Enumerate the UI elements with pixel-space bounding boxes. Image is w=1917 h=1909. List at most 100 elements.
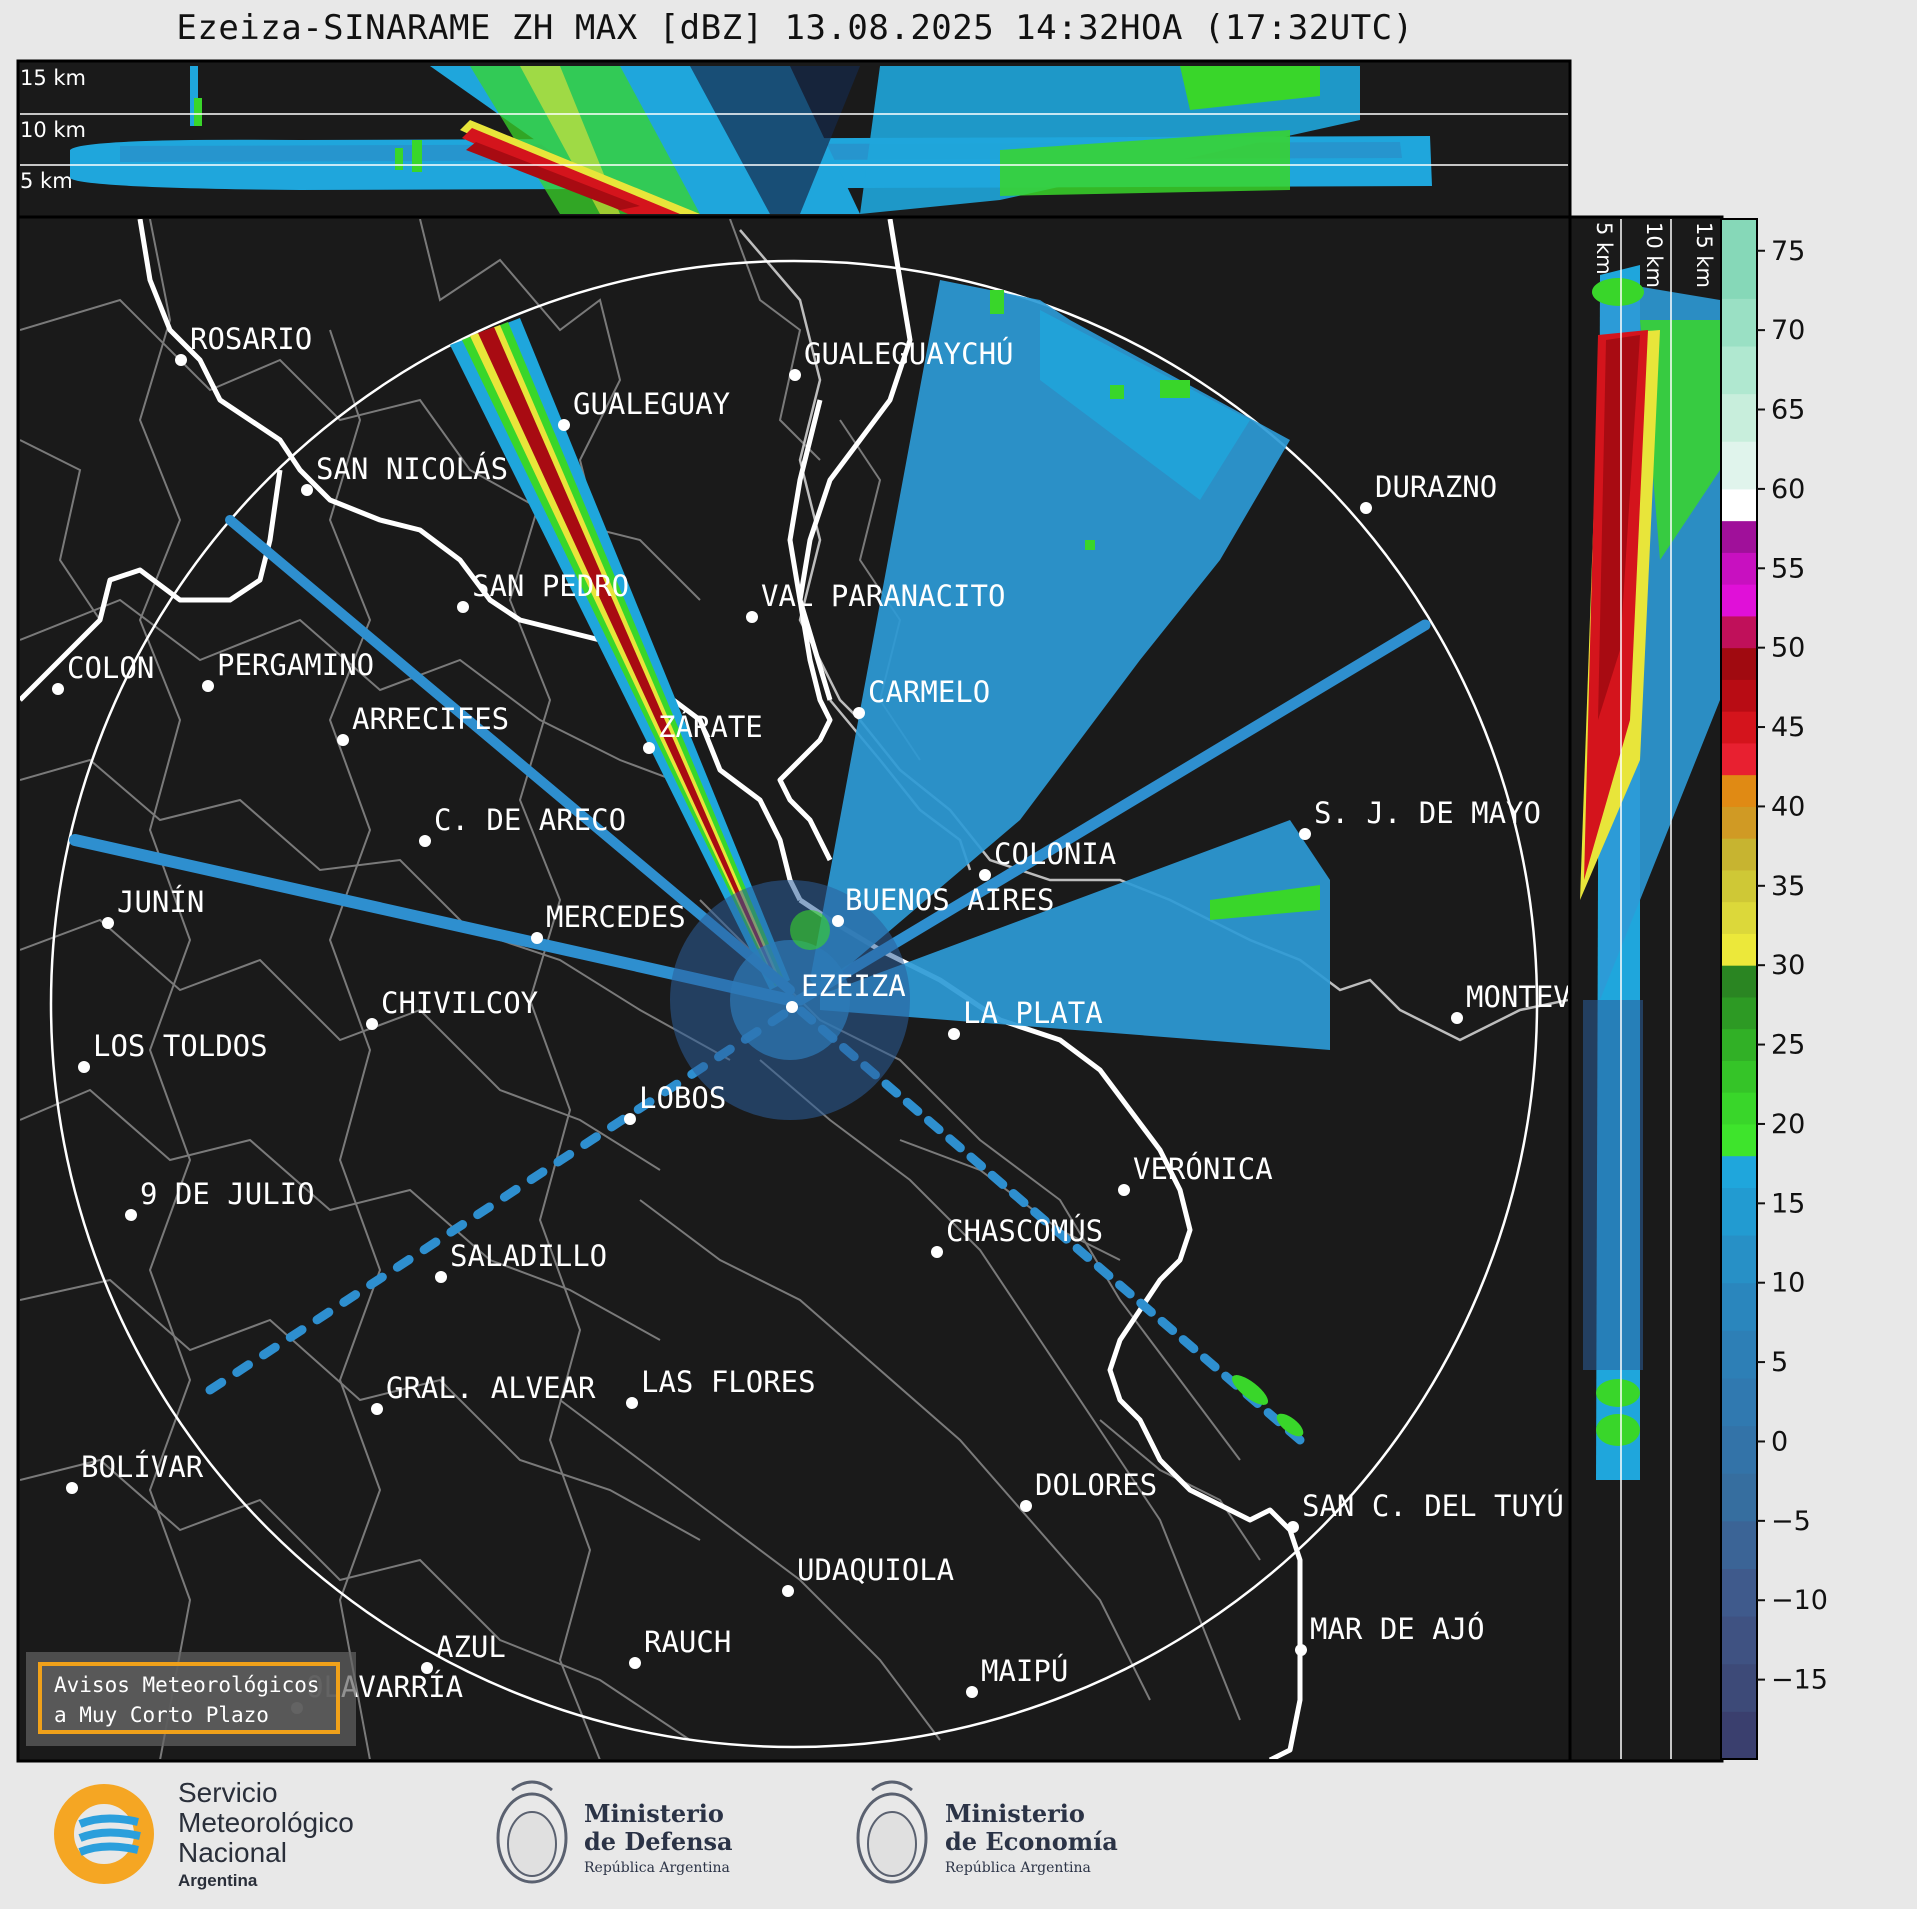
colorbar-step: [1721, 965, 1757, 998]
city-label: PERGAMINO: [217, 648, 374, 682]
colorbar-tick-label: −10: [1771, 1585, 1828, 1616]
city-label: JUNÍN: [117, 885, 204, 919]
colorbar-step: [1721, 1092, 1757, 1125]
economia-line-1: Ministerio: [945, 1799, 1085, 1828]
side-height-label-10km: 10 km: [1642, 222, 1666, 288]
colorbar-tick-label: 10: [1771, 1268, 1805, 1299]
colorbar-tick-label: 75: [1771, 236, 1805, 267]
city-label: C. DE ARECO: [434, 803, 626, 837]
warning-box: Avisos Meteorológicos a Muy Corto Plazo: [38, 1662, 340, 1734]
colorbar-step: [1721, 393, 1757, 442]
city-label: MERCEDES: [546, 900, 686, 934]
smn-logo: Servicio Meteorológico Nacional Argentin…: [54, 1777, 354, 1890]
height-label-15km: 15 km: [20, 66, 86, 90]
economia-line-2: de Economía: [945, 1827, 1118, 1856]
colorbar-step: [1721, 647, 1757, 680]
colorbar-step: [1721, 774, 1757, 807]
defensa-line-3: República Argentina: [584, 1860, 730, 1876]
city-label: EZEIZA: [801, 969, 906, 1003]
smn-name-3: Nacional: [178, 1837, 287, 1868]
colorbar-step: [1721, 1711, 1757, 1760]
colorbar-step: [1721, 1187, 1757, 1236]
colorbar-tick-label: 40: [1771, 791, 1805, 822]
economia-line-3: República Argentina: [945, 1860, 1091, 1876]
colorbar-step: [1721, 520, 1757, 553]
colorbar-tick-label: 20: [1771, 1109, 1805, 1140]
city-label: GUALEGUAY: [573, 387, 730, 421]
city-label: 9 DE JULIO: [140, 1177, 315, 1211]
side-height-label-15km: 15 km: [1692, 222, 1716, 288]
city-label: SALADILLO: [450, 1239, 607, 1273]
city-label: LOS TOLDOS: [93, 1029, 268, 1063]
colorbar-step: [1721, 1282, 1757, 1331]
defensa-logo: Ministerio de Defensa República Argentin…: [496, 1780, 733, 1884]
colorbar-tick-label: 55: [1771, 553, 1805, 584]
colorbar-step: [1721, 346, 1757, 395]
city-label: LOBOS: [639, 1081, 726, 1115]
city-label: S. J. DE MAYO: [1314, 796, 1541, 830]
echo-east-fan: [820, 820, 1330, 1050]
city-label: DOLORES: [1035, 1468, 1157, 1502]
city-label: COLON: [67, 651, 154, 685]
colorbar-tick-label: 0: [1771, 1426, 1788, 1457]
colorbar-tick-label: 35: [1771, 871, 1805, 902]
colorbar-step: [1721, 1473, 1757, 1522]
city-label: GRAL. ALVEAR: [386, 1371, 596, 1405]
coastline: [20, 219, 1303, 1759]
city-label: MONTEV: [1466, 980, 1571, 1014]
city-label: VERÓNICA: [1133, 1152, 1273, 1186]
colorbar-tick-label: 70: [1771, 315, 1805, 346]
defensa-line-2: de Defensa: [584, 1827, 733, 1856]
city-label: SAN C. DEL TUYÚ: [1302, 1489, 1564, 1523]
colorbar-step: [1721, 901, 1757, 934]
colorbar-step: [1721, 1663, 1757, 1712]
colorbar-step: [1721, 1425, 1757, 1474]
city-label: CARMELO: [868, 675, 990, 709]
colorbar-tick-label: 60: [1771, 474, 1805, 505]
colorbar-step: [1721, 1060, 1757, 1093]
side-height-label-5km: 5 km: [1592, 222, 1616, 275]
city-label: UDAQUIOLA: [797, 1553, 954, 1587]
colorbar-tick-label: 30: [1771, 950, 1805, 981]
city-label: MAIPÚ: [981, 1654, 1068, 1688]
footer-logos: Servicio Meteorológico Nacional Argentin…: [54, 1777, 1118, 1890]
colorbar-tick-label: 5: [1771, 1347, 1788, 1378]
city-label: MAR DE AJÓ: [1310, 1612, 1485, 1646]
city-label: LA PLATA: [963, 996, 1103, 1030]
colorbar-step: [1721, 441, 1757, 490]
side-cross-section-panel: 5 km 10 km 15 km: [1568, 215, 1724, 1763]
colorbar-step: [1721, 869, 1757, 903]
echo-thin-beams: [69, 515, 1431, 1445]
smn-name-4: Argentina: [178, 1871, 258, 1890]
ppi-map-panel: ROSARIO GUALEGUAYCHÚ GUALEGUAY SAN NICOL…: [16, 215, 1572, 1763]
colorbar-step: [1721, 996, 1757, 1030]
colorbar-step: [1721, 1155, 1757, 1188]
colorbar-step: [1721, 1616, 1757, 1665]
city-label: BUENOS AIRES: [845, 883, 1055, 917]
colorbar-step: [1721, 933, 1757, 966]
echo-nw-beam: [450, 318, 790, 990]
colorbar-step: [1721, 219, 1757, 299]
height-label-5km: 5 km: [20, 169, 73, 193]
colorbar-step: [1721, 1520, 1757, 1569]
colorbar-step: [1721, 1235, 1757, 1284]
economia-logo: Ministerio de Economía República Argenti…: [856, 1780, 1118, 1884]
colorbar-step: [1721, 711, 1757, 744]
colorbar-tick-label: 25: [1771, 1030, 1805, 1061]
city-label: DURAZNO: [1375, 470, 1497, 504]
city-label: VAL PARANACITO: [761, 579, 1005, 613]
city-label: CHIVILCOY: [381, 986, 538, 1020]
colorbar-step: [1721, 1330, 1757, 1379]
colorbar-step: [1721, 1028, 1757, 1061]
smn-name-2: Meteorológico: [178, 1807, 354, 1838]
colorbar-step: [1721, 806, 1757, 839]
colorbar-tick-label: 65: [1771, 395, 1805, 426]
city-label: SAN PEDRO: [472, 569, 629, 603]
city-label: SAN NICOLÁS: [316, 452, 508, 486]
colorbar-tick-label: 45: [1771, 712, 1805, 743]
defensa-line-1: Ministerio: [584, 1799, 724, 1828]
top-cross-section-panel: 15 km 10 km 5 km: [16, 59, 1572, 219]
